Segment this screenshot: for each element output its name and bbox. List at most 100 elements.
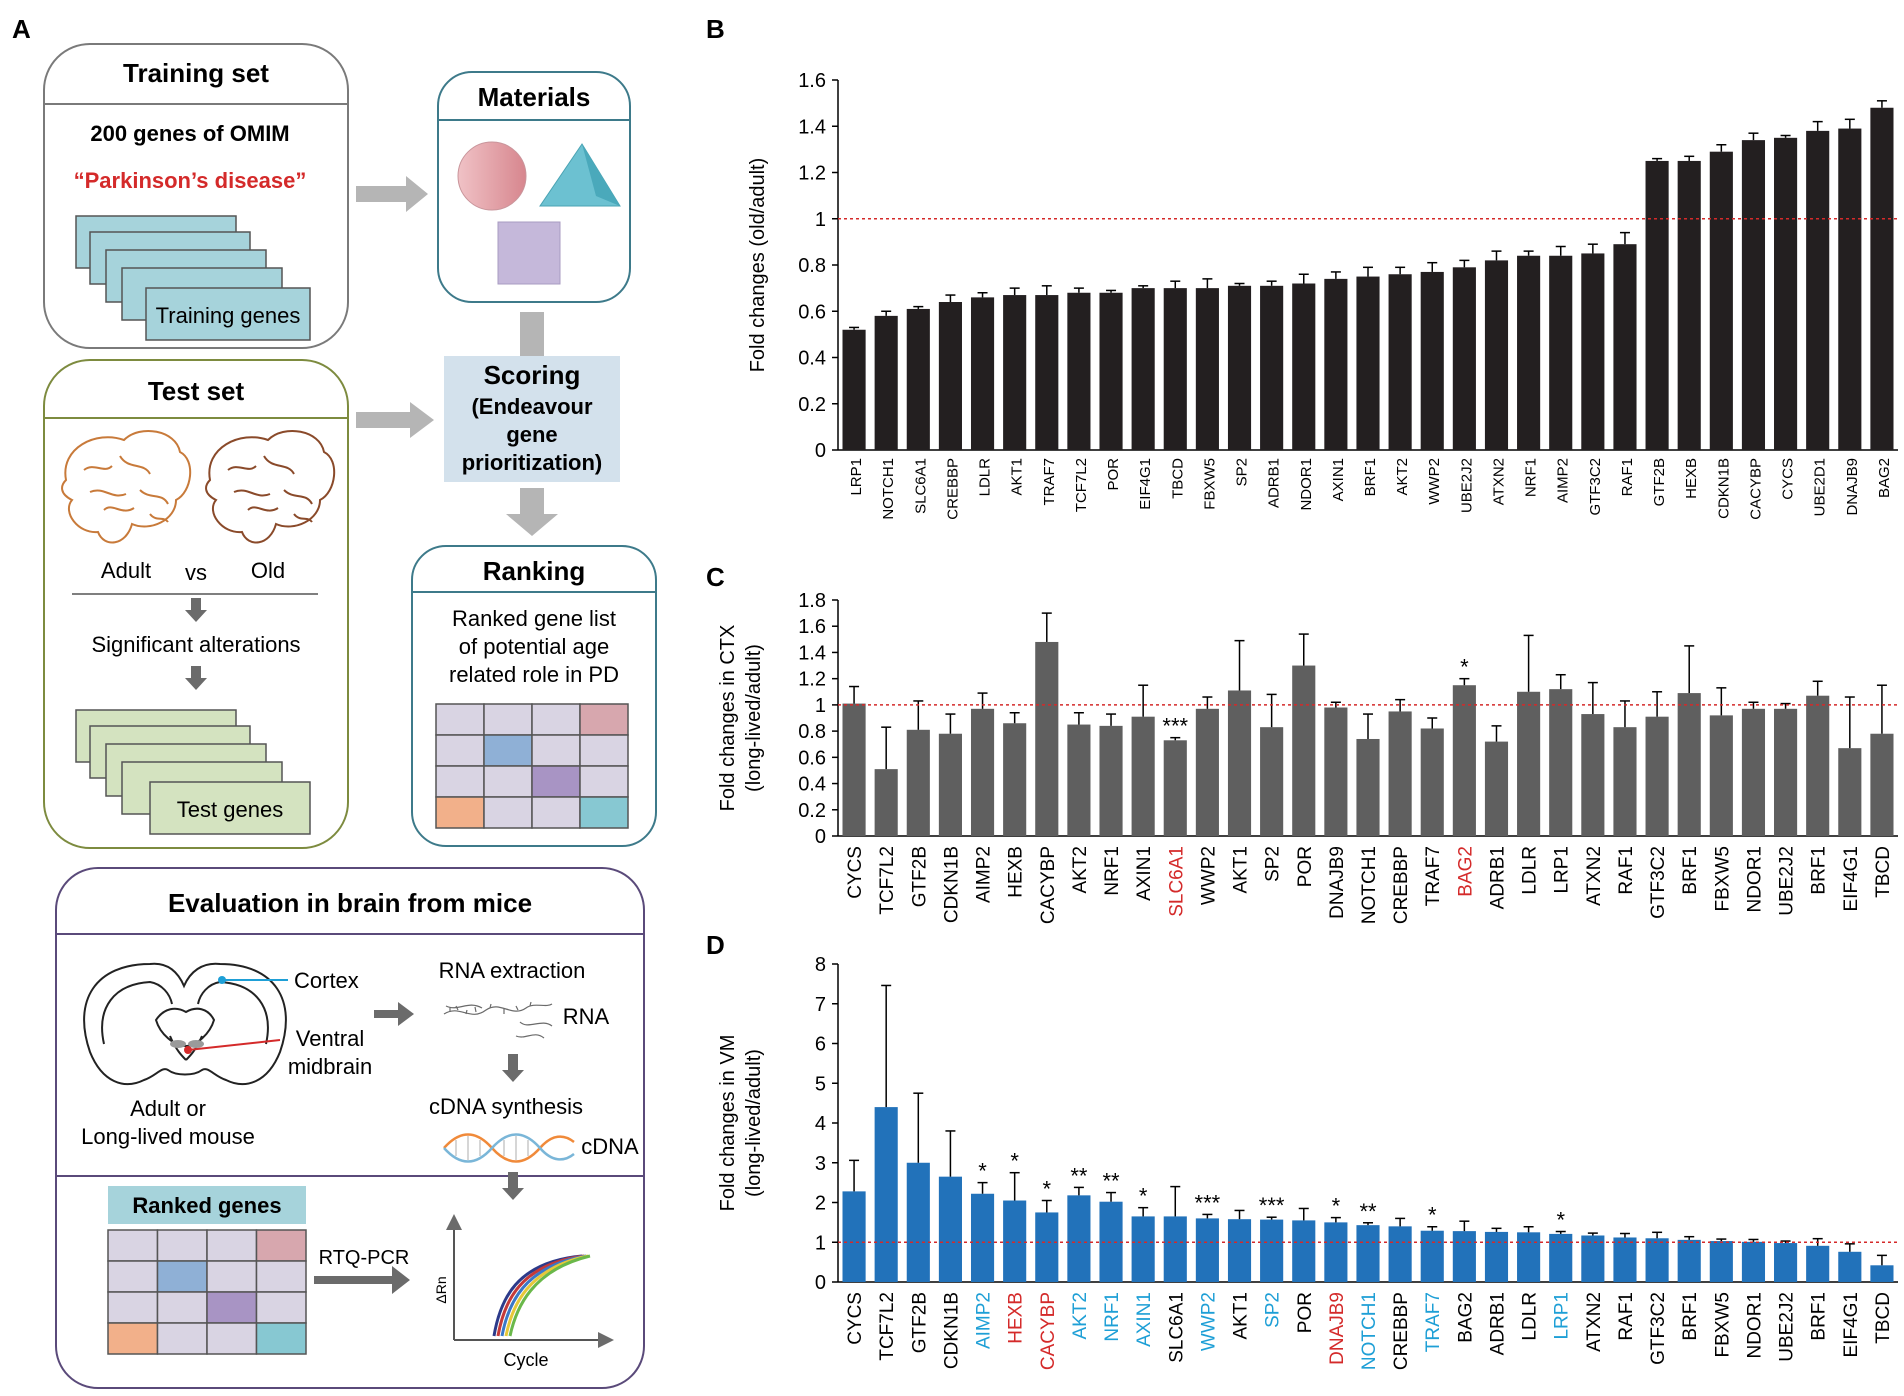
category-label: WWP2 bbox=[1426, 458, 1443, 505]
bar bbox=[1356, 276, 1380, 450]
bar bbox=[1260, 727, 1284, 836]
category-label: SLC6A1 bbox=[1166, 1292, 1187, 1363]
bar bbox=[938, 1176, 962, 1282]
panel-letter-c: C bbox=[706, 562, 725, 592]
category-label: CREBBP bbox=[1391, 1292, 1412, 1370]
bar bbox=[1870, 1265, 1894, 1282]
sphere-shape bbox=[457, 141, 527, 211]
bar bbox=[1452, 685, 1476, 836]
chart-c: 0 0.2 0.4 0.6 0.8 1 1.2 1.4 1.6 1.8 CYCS TCF7L2 GTF2… bbox=[717, 590, 1898, 924]
bar bbox=[1227, 690, 1252, 836]
ventral-label-2: midbrain bbox=[288, 1054, 372, 1079]
bar bbox=[970, 1193, 995, 1282]
bar bbox=[1645, 1238, 1669, 1282]
category-label: POR bbox=[1295, 1292, 1316, 1333]
grid-cell bbox=[255, 1291, 307, 1324]
cdna-helix-icon bbox=[443, 1133, 575, 1163]
mouse-brain-section-icon bbox=[83, 962, 287, 1085]
chart-b: 0 0.2 0.4 0.6 0.8 1 1.2 1.4 1.6 LRP1 NOTCH1 SLC6A1 C… bbox=[747, 70, 1898, 520]
category-label: NOTCH1 bbox=[880, 458, 897, 520]
y-tick-label: 5 bbox=[815, 1073, 826, 1095]
bar bbox=[1709, 715, 1733, 836]
y-tick-label: 4 bbox=[815, 1113, 826, 1135]
category-label: WWP2 bbox=[1198, 1292, 1219, 1351]
category-label: NDOR1 bbox=[1744, 846, 1765, 913]
bar bbox=[1677, 1239, 1701, 1282]
rna-strand-icon bbox=[443, 1001, 553, 1039]
y-tick-label: 3 bbox=[815, 1153, 826, 1175]
bar bbox=[1227, 1219, 1252, 1282]
category-label: TBCD bbox=[1873, 1292, 1894, 1344]
bar bbox=[1195, 1218, 1219, 1282]
category-label: NRF1 bbox=[1102, 846, 1123, 896]
bar bbox=[874, 315, 898, 450]
grid-cell bbox=[156, 1229, 208, 1262]
y-tick-label: 1.2 bbox=[798, 163, 826, 185]
bar bbox=[1806, 1245, 1830, 1282]
scoring-line2: (Endeavour bbox=[471, 394, 592, 419]
bar bbox=[1163, 740, 1187, 836]
test-genes-label: Test genes bbox=[177, 797, 283, 822]
bar bbox=[1741, 140, 1766, 450]
bar bbox=[1774, 137, 1798, 450]
y-tick-label: 1 bbox=[815, 209, 826, 231]
category-label: GTF3C2 bbox=[1587, 458, 1604, 516]
grid-cell bbox=[107, 1291, 159, 1324]
significance-marker: *** bbox=[1259, 1193, 1285, 1218]
bar bbox=[1549, 255, 1573, 450]
significance-marker: *** bbox=[1162, 714, 1188, 739]
bar bbox=[1035, 1212, 1059, 1282]
category-label: NDOR1 bbox=[1298, 458, 1315, 511]
arrow-scoring-to-ranking bbox=[506, 488, 558, 536]
bar bbox=[1613, 727, 1637, 836]
category-label: SP2 bbox=[1234, 458, 1251, 486]
bar bbox=[1452, 267, 1476, 450]
bar bbox=[1099, 1201, 1123, 1282]
grid-cell bbox=[435, 796, 485, 829]
category-label: UBE2D1 bbox=[1812, 458, 1829, 516]
y-tick-label: 0.8 bbox=[798, 255, 826, 277]
category-label: HEXB bbox=[1006, 1292, 1027, 1344]
grid-cell bbox=[435, 734, 485, 767]
bar bbox=[1388, 274, 1412, 450]
bar bbox=[1195, 708, 1219, 836]
category-label: BRF1 bbox=[1809, 846, 1830, 895]
old-brain-icon bbox=[205, 429, 336, 544]
rna-extraction-label: RNA extraction bbox=[439, 958, 586, 983]
cdna-synthesis-label: cDNA synthesis bbox=[429, 1094, 583, 1119]
category-label: GTF3C2 bbox=[1648, 846, 1669, 919]
bar bbox=[1420, 728, 1444, 836]
bar bbox=[1484, 1231, 1509, 1282]
grid-cell bbox=[483, 796, 533, 829]
category-label: UBE2J2 bbox=[1777, 1292, 1798, 1362]
bar bbox=[1452, 1231, 1476, 1282]
bar bbox=[1709, 151, 1733, 450]
category-label: UBE2J2 bbox=[1777, 846, 1798, 916]
bar bbox=[842, 1191, 866, 1282]
vs-label: vs bbox=[185, 560, 207, 585]
significance-marker: * bbox=[978, 1159, 987, 1184]
arrow-to-qpcr bbox=[502, 1172, 524, 1200]
bar bbox=[1517, 255, 1541, 450]
category-label: RAF1 bbox=[1616, 846, 1637, 895]
y-tick-label: 0.6 bbox=[798, 747, 826, 769]
category-label: BRF1 bbox=[1680, 1292, 1701, 1341]
bar bbox=[1003, 1200, 1027, 1282]
category-label: EIF4G1 bbox=[1841, 1292, 1862, 1357]
ranked-genes-grid bbox=[107, 1229, 307, 1355]
grid-cell bbox=[156, 1260, 208, 1293]
category-label: NOTCH1 bbox=[1359, 1292, 1380, 1370]
grid-cell bbox=[531, 765, 581, 798]
bar bbox=[1838, 748, 1862, 836]
bar bbox=[1227, 285, 1252, 450]
test-set-title: Test set bbox=[148, 376, 245, 406]
cube-shape bbox=[497, 221, 561, 285]
significance-marker: * bbox=[1139, 1184, 1148, 1209]
cortex-label: Cortex bbox=[294, 968, 359, 993]
significance-marker: ** bbox=[1359, 1199, 1377, 1224]
category-label: GTF3C2 bbox=[1648, 1292, 1669, 1365]
grid-cell bbox=[579, 703, 629, 736]
category-label: TRAF7 bbox=[1423, 1292, 1444, 1352]
category-label: ADRB1 bbox=[1487, 846, 1508, 909]
category-label: CACYBP bbox=[1747, 458, 1764, 520]
